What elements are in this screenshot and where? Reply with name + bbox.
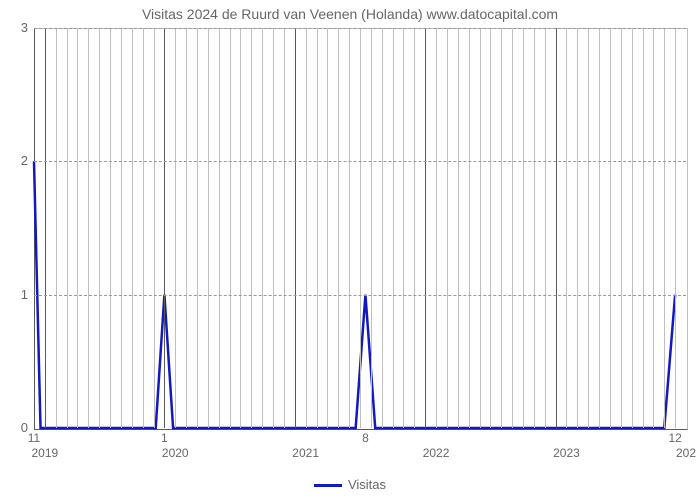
gridline-vertical [414,28,415,428]
gridline-vertical [447,28,448,428]
x-tick-label: 1 [149,431,179,445]
gridline-vertical [56,28,57,428]
gridline-vertical [273,28,274,428]
gridline-vertical [556,28,557,428]
gridline-horizontal [34,161,686,162]
gridline-vertical [284,28,285,428]
gridline-vertical [664,28,665,428]
gridline-vertical [251,28,252,428]
gridline-vertical [621,28,622,428]
gridline-vertical [360,28,361,428]
gridline-vertical [523,28,524,428]
x-tick-label: 12 [660,431,690,445]
legend-label: Visitas [348,477,386,492]
gridline-vertical [110,28,111,428]
gridline-vertical [588,28,589,428]
gridline-horizontal [34,295,686,296]
gridline-vertical [610,28,611,428]
gridline-vertical [219,28,220,428]
gridline-vertical [349,28,350,428]
gridline-vertical [262,28,263,428]
x-year-label: 2021 [286,446,326,460]
gridline-vertical [45,28,46,428]
x-year-label: 2023 [546,446,586,460]
gridline-vertical [403,28,404,428]
gridline-vertical [425,28,426,428]
gridline-vertical [338,28,339,428]
chart-container: Visitas 2024 de Ruurd van Veenen (Holand… [0,0,700,500]
gridline-vertical [599,28,600,428]
gridline-vertical [480,28,481,428]
gridline-vertical [230,28,231,428]
gridline-vertical [643,28,644,428]
y-tick-label: 3 [8,20,28,35]
gridline-vertical [327,28,328,428]
gridline-horizontal [34,28,686,29]
gridline-vertical [653,28,654,428]
gridline-vertical [67,28,68,428]
gridline-vertical [371,28,372,428]
x-year-label: 2019 [25,446,65,460]
gridline-vertical [306,28,307,428]
gridline-vertical [545,28,546,428]
legend-swatch [314,484,342,487]
gridline-vertical [577,28,578,428]
gridline-vertical [186,28,187,428]
gridline-vertical [675,28,676,428]
gridline-vertical [143,28,144,428]
gridline-vertical [295,28,296,428]
chart-title: Visitas 2024 de Ruurd van Veenen (Holand… [0,6,700,22]
gridline-vertical [197,28,198,428]
x-year-label: 2020 [155,446,195,460]
gridline-vertical [317,28,318,428]
gridline-vertical [393,28,394,428]
gridline-vertical [501,28,502,428]
gridline-vertical [99,28,100,428]
x-year-label: 2022 [416,446,456,460]
x-tick-label: 8 [350,431,380,445]
gridline-vertical [154,28,155,428]
gridline-vertical [382,28,383,428]
gridline-vertical [175,28,176,428]
y-tick-label: 1 [8,287,28,302]
gridline-vertical [121,28,122,428]
gridline-vertical [632,28,633,428]
gridline-vertical [132,28,133,428]
gridline-vertical [458,28,459,428]
gridline-vertical [469,28,470,428]
gridline-vertical [436,28,437,428]
gridline-vertical [208,28,209,428]
gridline-vertical [240,28,241,428]
gridline-vertical [512,28,513,428]
gridline-vertical [77,28,78,428]
legend: Visitas [0,477,700,492]
x-tick-label: 11 [19,431,49,445]
gridline-vertical [534,28,535,428]
gridline-vertical [490,28,491,428]
gridline-vertical [566,28,567,428]
gridline-vertical [164,28,165,428]
gridline-vertical [88,28,89,428]
y-tick-label: 2 [8,153,28,168]
x-year-label: 202 [666,446,700,460]
